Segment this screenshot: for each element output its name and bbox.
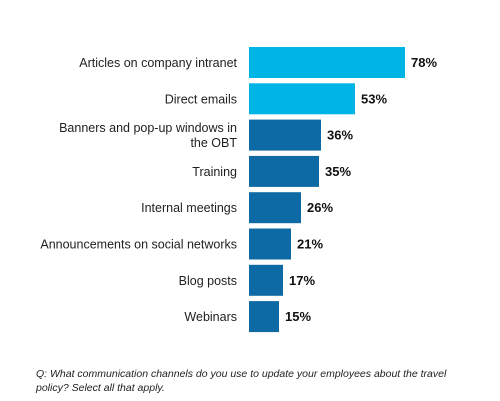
value-label-1: 78% bbox=[411, 55, 437, 70]
category-label-5: Internal meetings bbox=[141, 201, 237, 215]
bar-8 bbox=[249, 301, 279, 333]
value-label-4: 35% bbox=[325, 164, 351, 179]
chart-footnote: Q: What communication channels do you us… bbox=[36, 368, 447, 394]
bar-2 bbox=[249, 83, 355, 115]
category-label-2: Direct emails bbox=[165, 92, 237, 106]
value-label-2: 53% bbox=[361, 91, 387, 106]
bar-5 bbox=[249, 192, 301, 224]
value-label-6: 21% bbox=[297, 237, 323, 252]
value-label-3: 36% bbox=[327, 128, 353, 143]
bar-7 bbox=[249, 264, 283, 296]
category-label-8: Webinars bbox=[184, 310, 237, 324]
category-label-6: Announcements on social networks bbox=[40, 238, 237, 252]
value-label-7: 17% bbox=[289, 273, 315, 288]
bar-4 bbox=[249, 155, 319, 187]
category-label-4: Training bbox=[192, 165, 237, 179]
bar-3 bbox=[249, 119, 321, 151]
value-label-5: 26% bbox=[307, 200, 333, 215]
category-label-3: Banners and pop-up windows in the OBT bbox=[59, 121, 237, 150]
category-label-1: Articles on company intranet bbox=[79, 56, 237, 70]
value-label-8: 15% bbox=[285, 309, 311, 324]
category-label-7: Blog posts bbox=[179, 274, 237, 288]
bar-6 bbox=[249, 228, 291, 260]
bar-1 bbox=[249, 47, 405, 78]
